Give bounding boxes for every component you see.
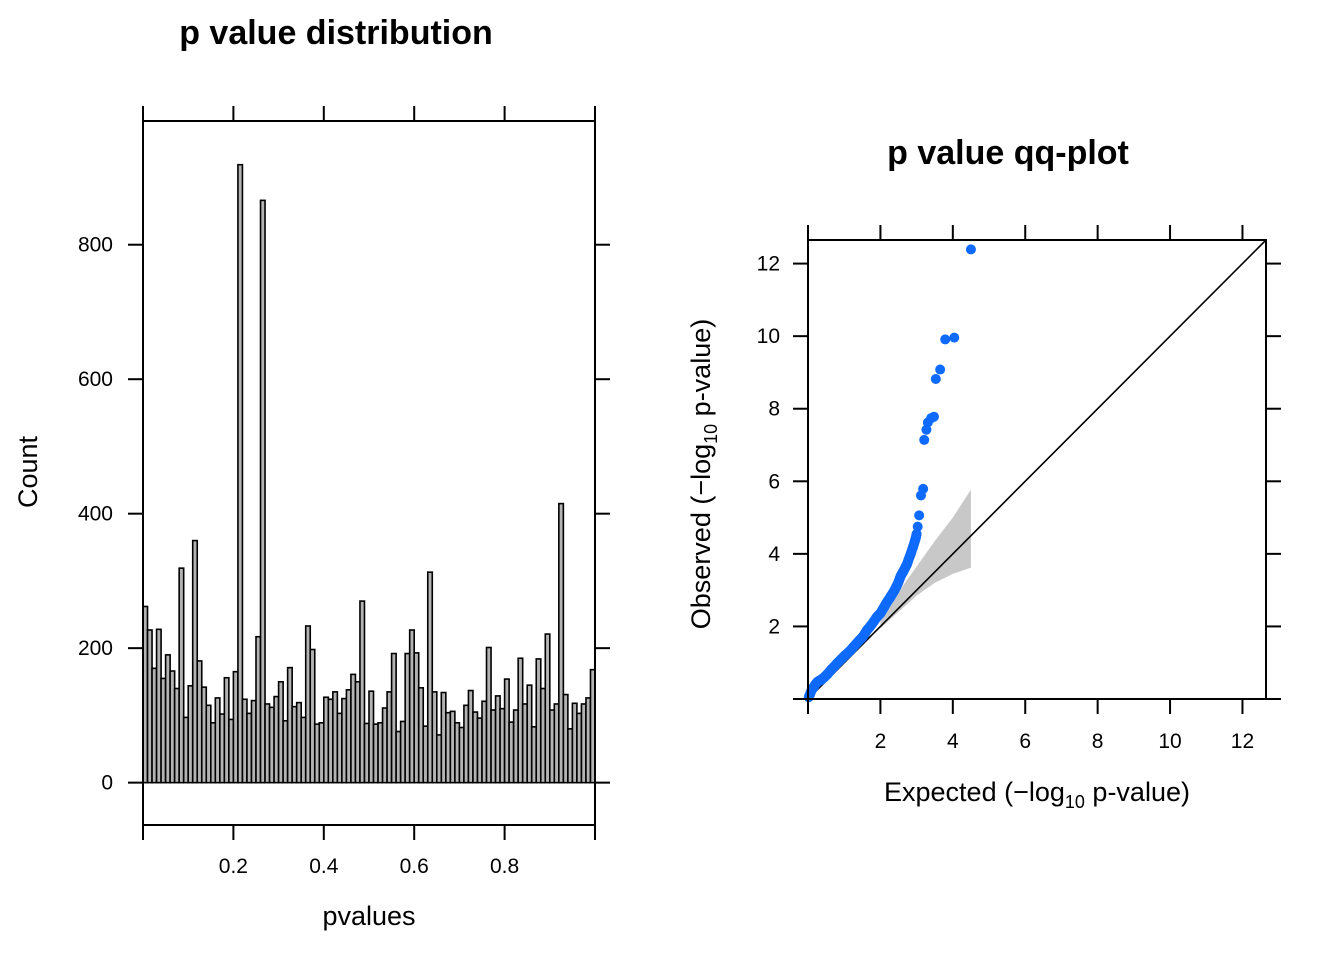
qq-axes: 2 4 6 8 10 12 2 4 6 8 10 12: [757, 225, 1281, 753]
qq-ytick-label: 4: [768, 543, 780, 566]
histogram-bar: [359, 600, 366, 784]
histogram-ytick-label: 600: [78, 368, 113, 391]
histogram-xtick-label: 0.8: [490, 855, 519, 878]
histogram-ylabel: Count: [13, 435, 43, 508]
qq-ylabel: Observed (−log10 p-value): [686, 319, 721, 629]
histogram-xlabel: pvalues: [322, 901, 415, 931]
qq-point: [965, 244, 976, 255]
qq-xlabel-pre: Expected (−log: [884, 777, 1065, 807]
qq-xlabel-post: p-value): [1085, 777, 1190, 807]
qq-xtick-label: 12: [1231, 730, 1254, 753]
histogram-ytick-label: 0: [101, 772, 113, 795]
histogram-bar: [426, 571, 434, 784]
qq-ytick-label: 2: [768, 615, 780, 638]
histogram-bar: [259, 199, 266, 784]
qq-ylabel-pre: Observed (−log: [686, 444, 716, 629]
qq-point: [928, 411, 939, 422]
qq-point: [949, 332, 960, 343]
qq-ytick-label: 12: [757, 253, 780, 276]
qq-point: [912, 521, 923, 532]
qq-confidence-band: [880, 489, 971, 629]
histogram-xtick-label: 0.6: [400, 855, 429, 878]
qq-frame: [807, 239, 1267, 700]
qq-point: [918, 483, 929, 494]
qq-ytick-label: 8: [768, 398, 780, 421]
histogram-axes: 0.2 0.4 0.6 0.8 0 200 400 600 800: [78, 106, 610, 878]
histogram-bars: [142, 163, 596, 784]
confidence-band: [880, 489, 971, 629]
qq-xlabel: Expected (−log10 p-value): [884, 777, 1190, 812]
histogram-bar: [544, 633, 551, 784]
qq-ylabel-sub: 10: [701, 424, 721, 444]
histogram-xtick-label: 0.4: [309, 855, 339, 878]
qq-point: [935, 364, 946, 375]
histogram-bar: [237, 163, 244, 784]
qq-xtick-label: 6: [1019, 730, 1031, 753]
qq-point: [940, 334, 951, 345]
histogram-bar: [309, 648, 316, 784]
qq-ylabel-post: p-value): [686, 319, 716, 424]
histogram-bar: [558, 502, 565, 784]
qq-title: p value qq-plot: [887, 134, 1129, 172]
qq-point: [919, 434, 930, 445]
qq-xtick-label: 10: [1158, 730, 1181, 753]
histogram-frame: [142, 120, 596, 826]
qq-xtick-label: 8: [1092, 730, 1104, 753]
histogram-panel: p value distribution 0.2 0.4 0.6 0.8 0 200 400…: [13, 14, 610, 931]
qq-point: [914, 510, 925, 521]
histogram-ytick-label: 400: [78, 503, 113, 526]
histogram-ytick-label: 800: [78, 234, 113, 257]
qq-points: [803, 244, 976, 703]
qq-reference-line: [807, 239, 1267, 700]
reference-line: [807, 239, 1267, 700]
qq-ytick-label: 6: [768, 470, 780, 493]
histogram-bar: [178, 567, 185, 784]
qq-xtick-label: 4: [947, 730, 959, 753]
qq-plot-panel: p value qq-plot 2 4 6 8 10 12 2 4 6 8 10 12 Expecte…: [686, 134, 1281, 812]
histogram-xtick-label: 0.2: [219, 855, 248, 878]
qq-ytick-label: 10: [757, 325, 780, 348]
histogram-ytick-label: 200: [78, 637, 113, 660]
qq-point: [930, 373, 941, 384]
qq-xtick-label: 2: [875, 730, 887, 753]
histogram-bar: [390, 652, 397, 784]
qq-xlabel-sub: 10: [1065, 792, 1085, 812]
histogram-title: p value distribution: [179, 14, 493, 52]
